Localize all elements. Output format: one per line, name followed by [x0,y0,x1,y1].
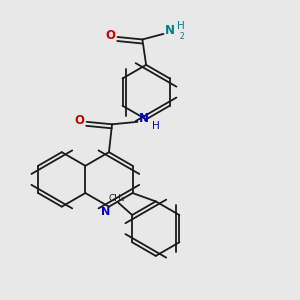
Text: N: N [139,112,149,125]
Text: N: N [101,207,110,217]
Text: O: O [75,114,85,127]
Text: 2: 2 [179,32,184,41]
Text: O: O [106,29,116,42]
Text: H: H [152,121,160,131]
Text: H: H [177,21,185,31]
Text: CH₃: CH₃ [108,194,125,203]
Text: N: N [165,24,175,37]
